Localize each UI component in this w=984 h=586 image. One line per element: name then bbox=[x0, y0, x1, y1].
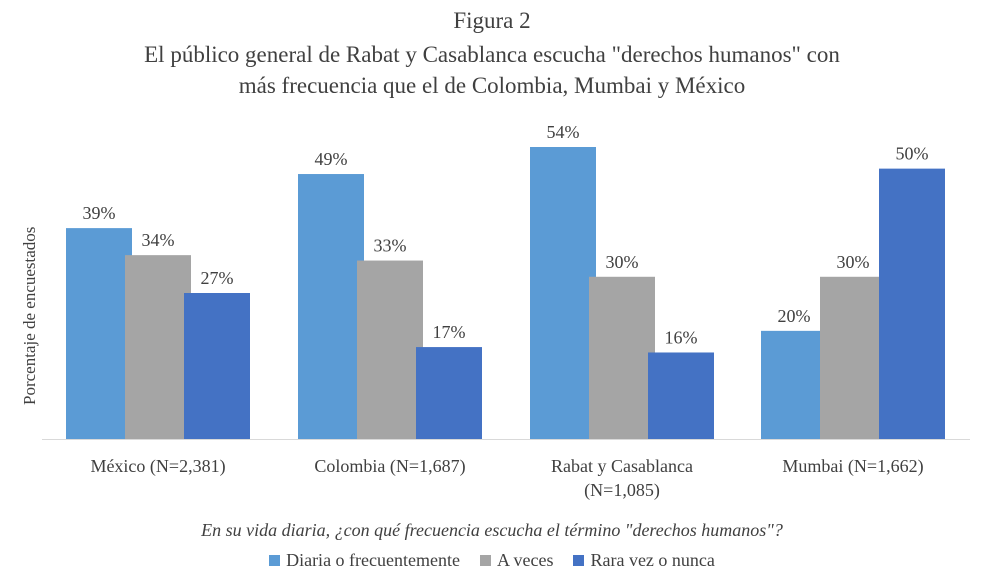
legend-swatch-diaria bbox=[269, 555, 281, 566]
bar-1-2 bbox=[416, 347, 482, 439]
legend: Diaria o frecuentemente A veces Rara vez… bbox=[0, 550, 984, 571]
legend-swatch-rara-vez bbox=[573, 555, 585, 566]
bar-1-1 bbox=[357, 260, 423, 439]
bar-0-0 bbox=[66, 228, 132, 439]
category-label-3: Mumbai (N=1,662) bbox=[782, 456, 923, 477]
category-label-1: Colombia (N=1,687) bbox=[314, 456, 465, 477]
data-label-2-0: 54% bbox=[547, 122, 580, 142]
data-label-0-1: 34% bbox=[142, 230, 175, 250]
data-label-1-1: 33% bbox=[374, 236, 407, 256]
legend-item-rara-vez: Rara vez o nunca bbox=[573, 550, 715, 571]
data-label-2-2: 16% bbox=[665, 327, 698, 347]
legend-item-a-veces: A veces bbox=[479, 550, 554, 571]
category-label-2-line-1: (N=1,085) bbox=[584, 480, 660, 501]
bar-2-1 bbox=[589, 276, 655, 439]
bar-0-1 bbox=[125, 255, 191, 439]
data-label-1-2: 17% bbox=[433, 322, 466, 342]
bar-0-2 bbox=[184, 293, 250, 439]
bar-3-1 bbox=[820, 276, 886, 439]
chart-subtitle-line-2: más frecuencia que el de Colombia, Mumba… bbox=[238, 73, 746, 98]
legend-label-diaria: Diaria o frecuentemente bbox=[286, 550, 460, 570]
bar-2-2 bbox=[648, 352, 714, 439]
x-axis-title: En su vida diaria, ¿con qué frecuencia e… bbox=[201, 520, 783, 540]
data-label-0-2: 27% bbox=[201, 268, 234, 288]
data-label-2-1: 30% bbox=[606, 252, 639, 272]
bar-3-2 bbox=[879, 168, 945, 439]
data-label-0-0: 39% bbox=[83, 203, 116, 223]
chart-title: Figura 2 bbox=[453, 8, 531, 33]
legend-swatch-a-veces bbox=[479, 555, 491, 566]
data-label-3-1: 30% bbox=[837, 252, 870, 272]
legend-item-diaria: Diaria o frecuentemente bbox=[269, 550, 460, 571]
data-label-3-0: 20% bbox=[778, 306, 811, 326]
legend-label-rara-vez: Rara vez o nunca bbox=[590, 550, 715, 570]
legend-label-a-veces: A veces bbox=[496, 550, 554, 570]
chart-subtitle-line-1: El público general de Rabat y Casablanca… bbox=[144, 42, 840, 67]
data-label-3-2: 50% bbox=[896, 144, 929, 164]
data-label-1-0: 49% bbox=[315, 149, 348, 169]
bar-2-0 bbox=[530, 147, 596, 439]
bar-3-0 bbox=[761, 330, 827, 439]
category-label-0: México (N=2,381) bbox=[90, 456, 225, 477]
category-label-2: Rabat y Casablanca bbox=[551, 456, 693, 476]
bar-1-0 bbox=[298, 174, 364, 439]
y-axis-label: Porcentaje de encuestados bbox=[20, 226, 39, 405]
